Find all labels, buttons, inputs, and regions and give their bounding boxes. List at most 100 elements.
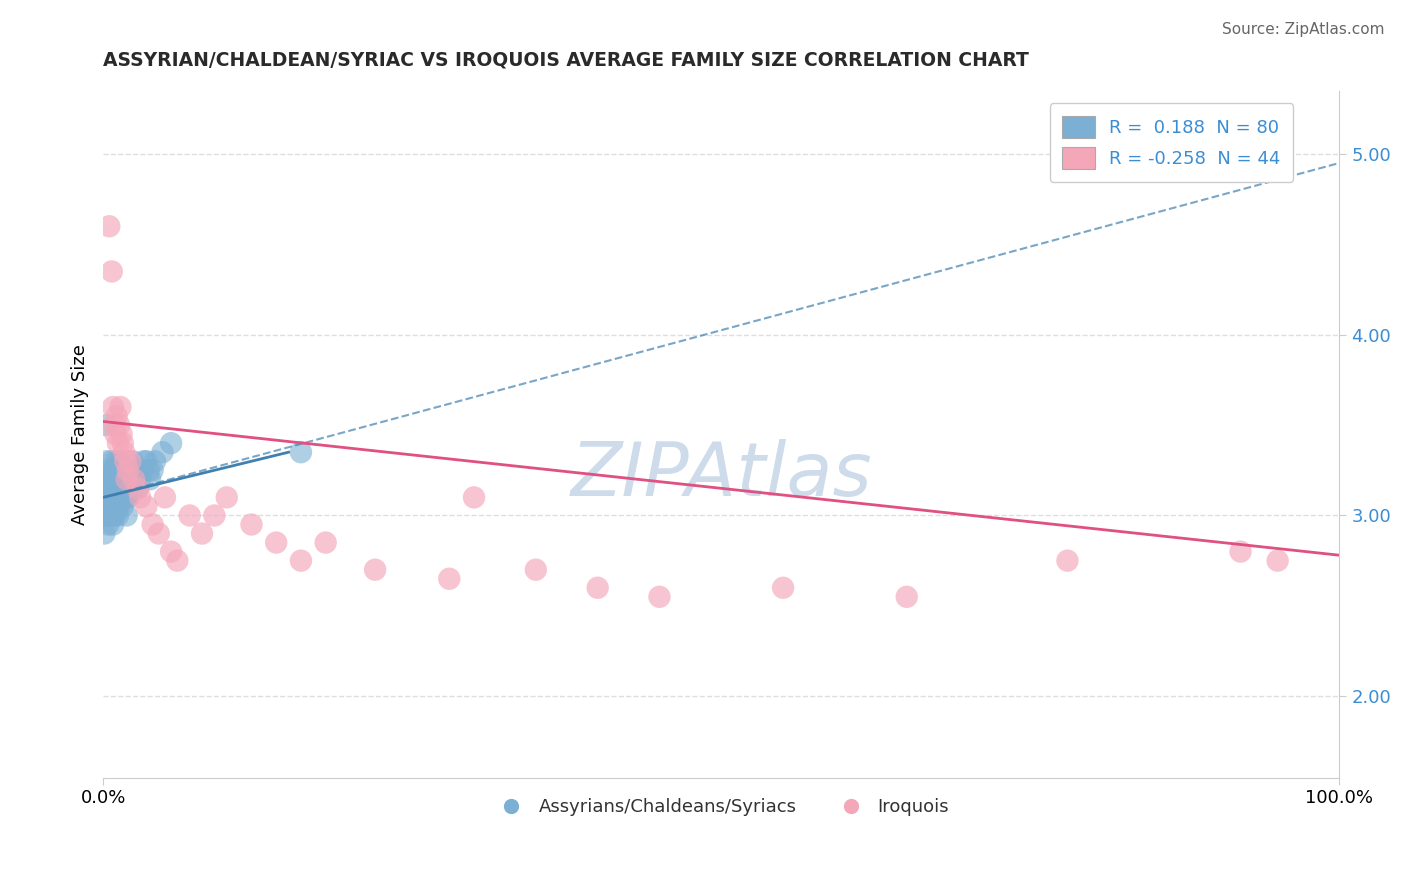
Point — [112, 463, 135, 477]
Point — [96, 454, 118, 468]
Point — [121, 454, 143, 468]
Point — [264, 535, 287, 549]
Point — [104, 427, 127, 442]
Point — [111, 491, 134, 505]
Point — [135, 500, 157, 514]
Point — [117, 463, 139, 477]
Point — [98, 500, 121, 514]
Point — [129, 491, 152, 505]
Point — [103, 491, 125, 505]
Point — [101, 264, 124, 278]
Point — [114, 491, 136, 505]
Point — [290, 445, 312, 459]
Point — [364, 563, 387, 577]
Point — [166, 554, 188, 568]
Point — [111, 436, 134, 450]
Point — [153, 491, 176, 505]
Point — [108, 481, 131, 495]
Point — [101, 454, 124, 468]
Point — [98, 219, 121, 234]
Point — [121, 463, 143, 477]
Point — [114, 481, 136, 495]
Point — [240, 517, 263, 532]
Point — [439, 572, 461, 586]
Legend: Assyrians/Chaldeans/Syriacs, Iroquois: Assyrians/Chaldeans/Syriacs, Iroquois — [486, 791, 956, 823]
Point — [101, 508, 124, 523]
Point — [120, 472, 142, 486]
Point — [101, 472, 124, 486]
Point — [191, 526, 214, 541]
Point — [105, 409, 128, 423]
Point — [100, 500, 122, 514]
Point — [122, 472, 145, 486]
Point — [103, 463, 125, 477]
Point — [104, 481, 127, 495]
Point — [96, 491, 118, 505]
Point — [110, 472, 132, 486]
Point — [215, 491, 238, 505]
Point — [112, 491, 135, 505]
Point — [160, 436, 183, 450]
Point — [94, 508, 117, 523]
Point — [103, 508, 125, 523]
Point — [114, 481, 136, 495]
Point — [105, 454, 128, 468]
Text: Source: ZipAtlas.com: Source: ZipAtlas.com — [1222, 22, 1385, 37]
Point — [152, 445, 174, 459]
Point — [772, 581, 794, 595]
Point — [118, 481, 141, 495]
Point — [108, 463, 131, 477]
Point — [104, 472, 127, 486]
Point — [100, 481, 122, 495]
Point — [129, 463, 152, 477]
Point — [524, 563, 547, 577]
Point — [114, 454, 136, 468]
Point — [121, 481, 143, 495]
Point — [110, 454, 132, 468]
Point — [96, 491, 118, 505]
Point — [115, 472, 138, 486]
Point — [105, 500, 128, 514]
Point — [110, 400, 132, 414]
Point — [101, 517, 124, 532]
Point — [93, 526, 115, 541]
Point — [101, 491, 124, 505]
Point — [111, 427, 134, 442]
Point — [120, 454, 142, 468]
Point — [179, 508, 201, 523]
Point — [142, 463, 165, 477]
Point — [138, 463, 160, 477]
Point — [117, 491, 139, 505]
Point — [115, 508, 138, 523]
Point — [107, 472, 129, 486]
Point — [107, 436, 129, 450]
Point — [131, 463, 153, 477]
Point — [93, 481, 115, 495]
Point — [202, 508, 225, 523]
Point — [139, 472, 162, 486]
Point — [97, 517, 120, 532]
Point — [1056, 554, 1078, 568]
Point — [107, 491, 129, 505]
Text: ASSYRIAN/CHALDEAN/SYRIAC VS IROQUOIS AVERAGE FAMILY SIZE CORRELATION CHART: ASSYRIAN/CHALDEAN/SYRIAC VS IROQUOIS AVE… — [103, 51, 1029, 70]
Point — [94, 472, 117, 486]
Point — [143, 454, 166, 468]
Point — [111, 472, 134, 486]
Point — [98, 508, 121, 523]
Point — [108, 418, 131, 433]
Point — [1267, 554, 1289, 568]
Text: ZIPAtlas: ZIPAtlas — [571, 440, 872, 511]
Point — [125, 472, 148, 486]
Point — [103, 418, 125, 433]
Point — [315, 535, 337, 549]
Point — [100, 472, 122, 486]
Point — [94, 418, 117, 433]
Point — [648, 590, 671, 604]
Point — [117, 491, 139, 505]
Point — [101, 500, 124, 514]
Point — [160, 544, 183, 558]
Point — [105, 481, 128, 495]
Point — [132, 454, 155, 468]
Point — [112, 445, 135, 459]
Point — [586, 581, 609, 595]
